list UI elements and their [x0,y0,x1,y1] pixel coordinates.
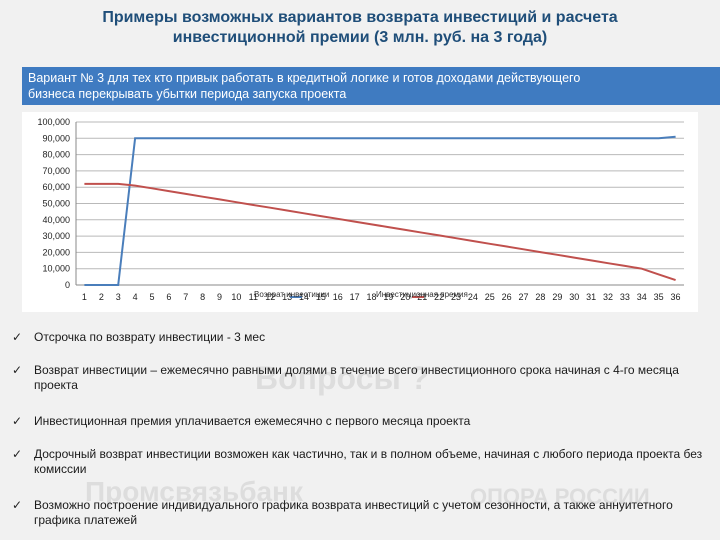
x-tick-label: 36 [671,292,681,302]
series-line-2 [84,182,676,282]
banner-line-1: Вариант № 3 для тех кто привык работать … [28,71,581,85]
slide-title: Примеры возможных вариантов возврата инв… [0,8,720,48]
y-tick-label: 70,000 [42,166,70,176]
legend-label: Инвестиционная премия [376,290,468,299]
x-tick-label: 7 [183,292,188,302]
x-tick-label: 18 [367,292,377,302]
y-tick-label: 10,000 [42,264,70,274]
x-tick-label: 25 [485,292,495,302]
slide-title-line-1: Примеры возможных вариантов возврата инв… [102,9,618,26]
x-tick-label: 23 [451,292,461,302]
x-tick-label: 4 [133,292,138,302]
check-icon: ✓ [12,498,23,512]
x-tick-label: 35 [654,292,664,302]
x-tick-label: 2 [99,292,104,302]
x-tick-label: 28 [535,292,545,302]
x-tick-label: 6 [166,292,171,302]
watermark-opora: ОПОРА РОССИИ [470,484,650,509]
x-tick-label: 15 [316,292,326,302]
x-tick-label: 8 [200,292,205,302]
investment-chart: 0 10,000 20,000 30,000 40,000 50,000 60,000 70,… [37,117,684,302]
x-tick-label: 32 [603,292,613,302]
bullet-text: Возможно построение индивидуального граф… [34,498,673,527]
bullet-text: Досрочный возврат инвестиции возможен ка… [34,447,703,476]
y-tick-label: 40,000 [42,215,70,225]
check-icon: ✓ [12,330,23,344]
variant-banner: Вариант № 3 для тех кто привык работать … [22,67,720,105]
check-icon: ✓ [12,363,23,377]
x-tick-label: 29 [552,292,562,302]
slide-title-line-2: инвестиционной премии (3 млн. руб. на 3 … [172,29,548,46]
x-tick-label: 20 [400,292,410,302]
watermark-questions: Вопросы ? [255,360,430,396]
x-tick-label: 9 [217,292,222,302]
x-tick-label: 17 [350,292,360,302]
x-tick-label: 5 [149,292,154,302]
bullet-text: Отсрочка по возврату инвестиции - 3 мес [34,330,266,344]
check-icon: ✓ [12,414,23,428]
x-tick-label: 14 [299,292,309,302]
series-line-1 [84,135,676,286]
x-tick-label: 27 [519,292,529,302]
legend-label: Возврат инвестиции [254,290,329,299]
bullet-text: Инвестиционная премия уплачивается ежеме… [34,414,471,428]
x-tick-label: 22 [434,292,444,302]
y-tick-label: 60,000 [42,182,70,192]
x-tick-label: 24 [468,292,478,302]
y-tick-label: 90,000 [42,133,70,143]
x-tick-label: 31 [586,292,596,302]
y-tick-label: 80,000 [42,150,70,160]
banner-line-2: бизнеса перекрывать убытки периода запус… [28,87,347,101]
y-tick-label: 100,000 [37,117,70,127]
x-tick-label: 12 [265,292,275,302]
x-tick-label: 13 [282,292,292,302]
x-tick-label: 19 [383,292,393,302]
x-tick-label: 3 [116,292,121,302]
chart-area: 0 10,000 20,000 30,000 40,000 50,000 60,000 70,… [22,112,698,312]
x-tick-label: 16 [333,292,343,302]
x-tick-label: 30 [569,292,579,302]
y-tick-label: 50,000 [42,199,70,209]
y-tick-label: 20,000 [42,247,70,257]
y-tick-label: 30,000 [42,231,70,241]
x-tick-label: 33 [620,292,630,302]
x-tick-label: 10 [231,292,241,302]
check-icon: ✓ [12,447,23,461]
x-tick-label: 1 [82,292,87,302]
watermark-bank: Промсвязьбанк [85,476,303,507]
x-tick-label: 26 [502,292,512,302]
x-tick-label: 11 [249,292,258,302]
x-tick-label: 34 [637,292,647,302]
y-tick-label: 0 [65,280,70,290]
bullet-text: Возврат инвестиции – ежемесячно равными … [34,363,679,392]
